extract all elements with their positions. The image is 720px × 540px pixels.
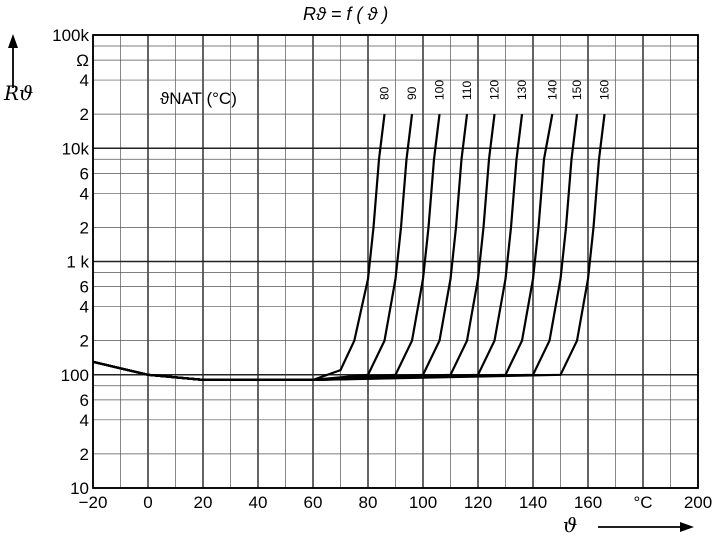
- curve-labels: 80 90 100 110 120 130 140 150 160: [378, 80, 612, 100]
- x-tick-labels: −20 0 20 40 60 80 100 120 140 160 °C 200: [79, 493, 713, 512]
- x-axis-variable: ϑ: [563, 513, 577, 537]
- y-tick-label: 1 k: [66, 253, 89, 272]
- curve-label-150: 150: [570, 80, 584, 100]
- x-tick-label: °C: [633, 493, 652, 512]
- y-axis-arrowhead-icon: [8, 34, 18, 48]
- curve-label-160: 160: [598, 80, 612, 100]
- x-tick-label: 80: [359, 493, 378, 512]
- legend-title: ϑNAT (°C): [160, 89, 237, 108]
- y-tick-label: 2: [80, 332, 89, 351]
- x-tick-label: 140: [519, 493, 547, 512]
- curve-130: [92, 114, 524, 381]
- plot-frame: [92, 34, 699, 489]
- x-tick-label: 100: [409, 493, 437, 512]
- curves: [92, 114, 606, 381]
- curve-110: [92, 114, 469, 381]
- y-tick-label: 2: [80, 445, 89, 464]
- y-tick-label: 4: [80, 71, 89, 90]
- y-tick-label: 6: [80, 164, 89, 183]
- x-axis-label: ϑ: [563, 513, 694, 537]
- chart-title: Rϑ = f ( ϑ ): [303, 4, 388, 24]
- y-axis-variable: Rϑ: [3, 81, 33, 105]
- curve-label-110: 110: [460, 81, 474, 100]
- curve-label-100: 100: [433, 80, 447, 100]
- curve-140: [92, 114, 554, 381]
- curve-label-80: 80: [378, 86, 392, 100]
- x-tick-label: 120: [464, 493, 492, 512]
- curve-160: [92, 114, 606, 381]
- x-tick-label: 60: [304, 493, 323, 512]
- y-tick-label: 10k: [62, 139, 90, 158]
- grid: [92, 34, 699, 489]
- curve-100: [92, 114, 441, 381]
- y-tick-label: 2: [80, 105, 89, 124]
- x-axis-arrowhead-icon: [680, 522, 694, 532]
- curve-label-130: 130: [515, 80, 529, 100]
- y-axis-label: Rϑ: [3, 34, 33, 105]
- y-tick-label: 10: [70, 479, 89, 498]
- curve-label-90: 90: [405, 86, 419, 100]
- y-tick-label: 4: [80, 184, 89, 203]
- x-tick-label: 0: [143, 493, 152, 512]
- x-tick-label: 200: [684, 493, 712, 512]
- x-tick-label: −20: [79, 493, 108, 512]
- y-tick-label: 100k: [52, 26, 89, 45]
- y-tick-label: 6: [80, 278, 89, 297]
- y-tick-label: 4: [80, 411, 89, 430]
- x-tick-label: 40: [249, 493, 268, 512]
- x-tick-label: 20: [194, 493, 213, 512]
- y-tick-label: 4: [80, 298, 89, 317]
- curve-label-120: 120: [488, 80, 502, 100]
- x-tick-label: 160: [574, 493, 602, 512]
- y-tick-label: 6: [80, 391, 89, 410]
- curve-150: [92, 114, 579, 381]
- curve-label-140: 140: [545, 80, 559, 100]
- curve-90: [92, 114, 414, 381]
- y-tick-label: Ω: [76, 51, 89, 70]
- y-tick-label: 2: [80, 218, 89, 237]
- y-tick-label: 100: [61, 366, 89, 385]
